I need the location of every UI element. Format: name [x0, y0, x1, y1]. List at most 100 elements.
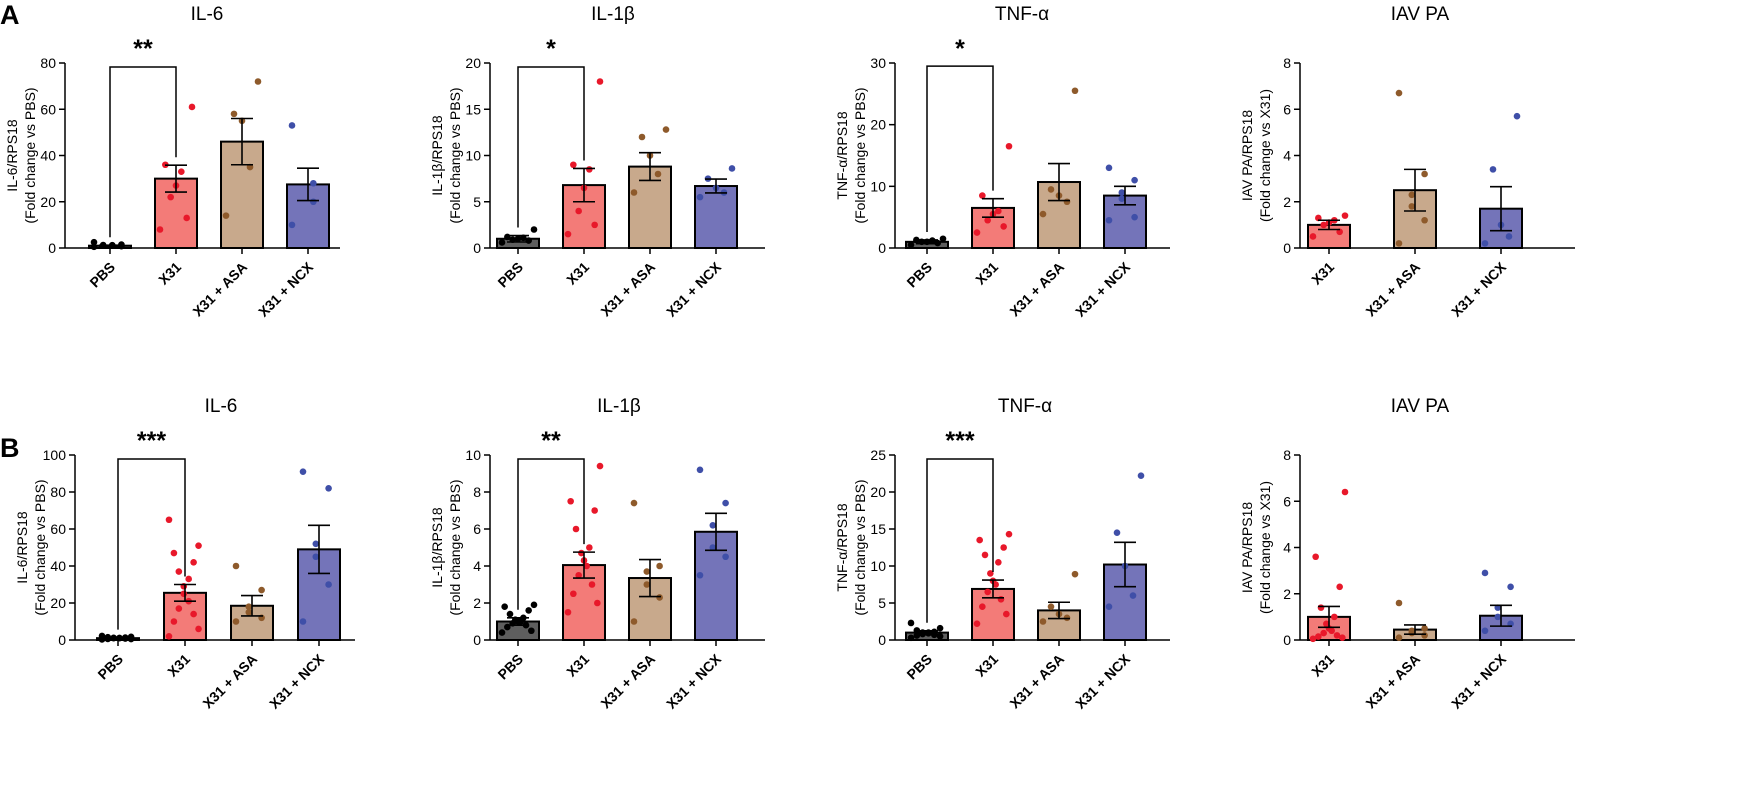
y-tick-label: 10	[465, 148, 481, 164]
data-point-x31	[1312, 553, 1319, 561]
data-point-x31-asa	[222, 212, 230, 219]
data-point-x31	[1341, 488, 1349, 496]
y-tick-label: 8	[1283, 447, 1291, 463]
data-point-x31-asa	[232, 618, 240, 625]
data-point-pbs	[907, 619, 915, 627]
data-point-x31-asa	[1421, 216, 1428, 224]
significance-label: *	[955, 35, 965, 63]
y-tick-label: 40	[40, 148, 56, 164]
significance-bracket	[517, 66, 585, 228]
data-point-x31-ncx	[722, 499, 729, 507]
data-point-pbs	[530, 226, 538, 233]
data-point-x31	[175, 605, 183, 612]
data-point-pbs	[907, 241, 915, 249]
data-point-x31	[575, 571, 582, 579]
data-point-x31	[997, 596, 1005, 603]
data-point-x31	[1333, 632, 1341, 639]
x-tick-label-x31: X31	[155, 259, 184, 288]
x-tick-label-x31: X31	[563, 259, 592, 288]
y-axis-sublabel: (Fold change vs PBS)	[447, 479, 463, 615]
data-point-x31-asa	[1063, 198, 1071, 206]
data-point-x31	[987, 570, 994, 577]
data-point-x31-asa	[1039, 210, 1047, 218]
data-point-x31-asa	[1395, 240, 1403, 247]
x-tick-label-x31-asa: X31 + ASA	[199, 651, 260, 712]
y-axis-label: IL-6/RPS18	[4, 119, 20, 192]
data-point-x31	[564, 230, 572, 238]
data-point-x31-ncx	[1131, 176, 1138, 184]
data-point-x31-asa	[643, 581, 651, 588]
y-tick-label: 100	[43, 447, 67, 463]
y-tick-label: 0	[473, 240, 481, 256]
data-point-x31	[195, 625, 202, 633]
data-point-x31-ncx	[722, 553, 729, 561]
data-point-x31	[1331, 613, 1338, 621]
data-point-x31	[1317, 604, 1325, 611]
data-point-x31	[165, 633, 173, 640]
y-tick-label: 0	[473, 632, 481, 648]
data-point-pbs	[498, 629, 506, 636]
y-axis-sublabel: (Fold change vs PBS)	[852, 87, 868, 223]
data-point-x31-ncx	[1137, 472, 1145, 480]
x-tick-label-pbs: PBS	[86, 259, 118, 291]
data-point-x31-ncx	[288, 221, 296, 229]
y-tick-label: 6	[1283, 493, 1291, 509]
data-point-x31	[165, 516, 173, 524]
data-point-x31-ncx	[1507, 583, 1514, 591]
data-point-x31	[1309, 233, 1317, 240]
y-tick-label: 4	[1283, 148, 1291, 164]
data-point-x31-asa	[1047, 603, 1055, 610]
data-point-x31	[1323, 620, 1330, 628]
y-tick-label: 8	[473, 484, 481, 500]
data-point-x31	[586, 166, 593, 173]
chart-a-il-1: IL-1β IL-1β/RPS18 (Fold change vs PBS) 0 5 10…	[429, 4, 765, 320]
data-point-x31	[979, 192, 986, 199]
x-tick-label-x31: X31	[972, 651, 1001, 680]
chart-b-tnf: TNF-α TNF-α/RPS18 (Fold change vs PBS) 0 5 10…	[834, 396, 1170, 712]
data-point-x31	[1341, 212, 1349, 219]
y-tick-label: 20	[870, 117, 886, 133]
y-tick-label: 8	[1283, 55, 1291, 71]
data-point-x31	[575, 207, 582, 215]
data-point-x31-ncx	[696, 193, 704, 201]
y-tick-label: 10	[870, 558, 886, 574]
data-point-x31-asa	[230, 110, 238, 118]
data-point-x31-ncx	[1118, 195, 1126, 202]
y-tick-label: 20	[40, 194, 56, 210]
data-point-x31-asa	[662, 126, 670, 133]
data-point-x31	[596, 462, 604, 470]
data-point-x31-asa	[656, 594, 663, 601]
data-point-x31-ncx	[1129, 592, 1137, 599]
data-point-x31-ncx	[1481, 240, 1489, 247]
data-point-x31	[973, 620, 981, 628]
data-point-x31-ncx	[1494, 613, 1502, 621]
data-point-x31	[190, 610, 197, 618]
data-point-x31-asa	[656, 562, 663, 570]
x-tick-label-x31: X31	[1308, 651, 1337, 680]
data-point-x31	[178, 168, 185, 175]
data-point-x31-asa	[643, 568, 651, 575]
y-tick-label: 5	[878, 595, 886, 611]
data-point-x31	[1320, 629, 1327, 637]
charts-container: IL-6IL-6/RPS18 (Fold change vs PBS)020406…	[4, 4, 1575, 712]
y-tick-label: 2	[473, 595, 481, 611]
y-axis-sublabel: (Fold change vs PBS)	[447, 87, 463, 223]
y-tick-label: 20	[50, 595, 66, 611]
data-point-x31-asa	[258, 586, 265, 594]
data-point-pbs	[939, 235, 947, 243]
chart-title: TNF-α	[995, 4, 1049, 25]
x-tick-label-pbs: PBS	[494, 259, 526, 291]
panel-letter-a: A	[0, 0, 20, 30]
data-point-x31-ncx	[1118, 189, 1126, 196]
data-point-pbs	[525, 607, 532, 614]
data-point-x31	[570, 161, 577, 169]
chart-title: IAV PA	[1391, 4, 1450, 25]
x-tick-label-x31-ncx: X31 + NCX	[266, 650, 328, 712]
y-tick-label: 15	[465, 101, 481, 117]
data-point-x31-ncx	[299, 468, 307, 475]
x-tick-label-x31-asa: X31 + ASA	[1362, 259, 1423, 320]
data-point-pbs	[98, 632, 106, 640]
y-tick-label: 2	[1283, 194, 1291, 210]
x-tick-label-x31-ncx: X31 + NCX	[1448, 650, 1510, 712]
